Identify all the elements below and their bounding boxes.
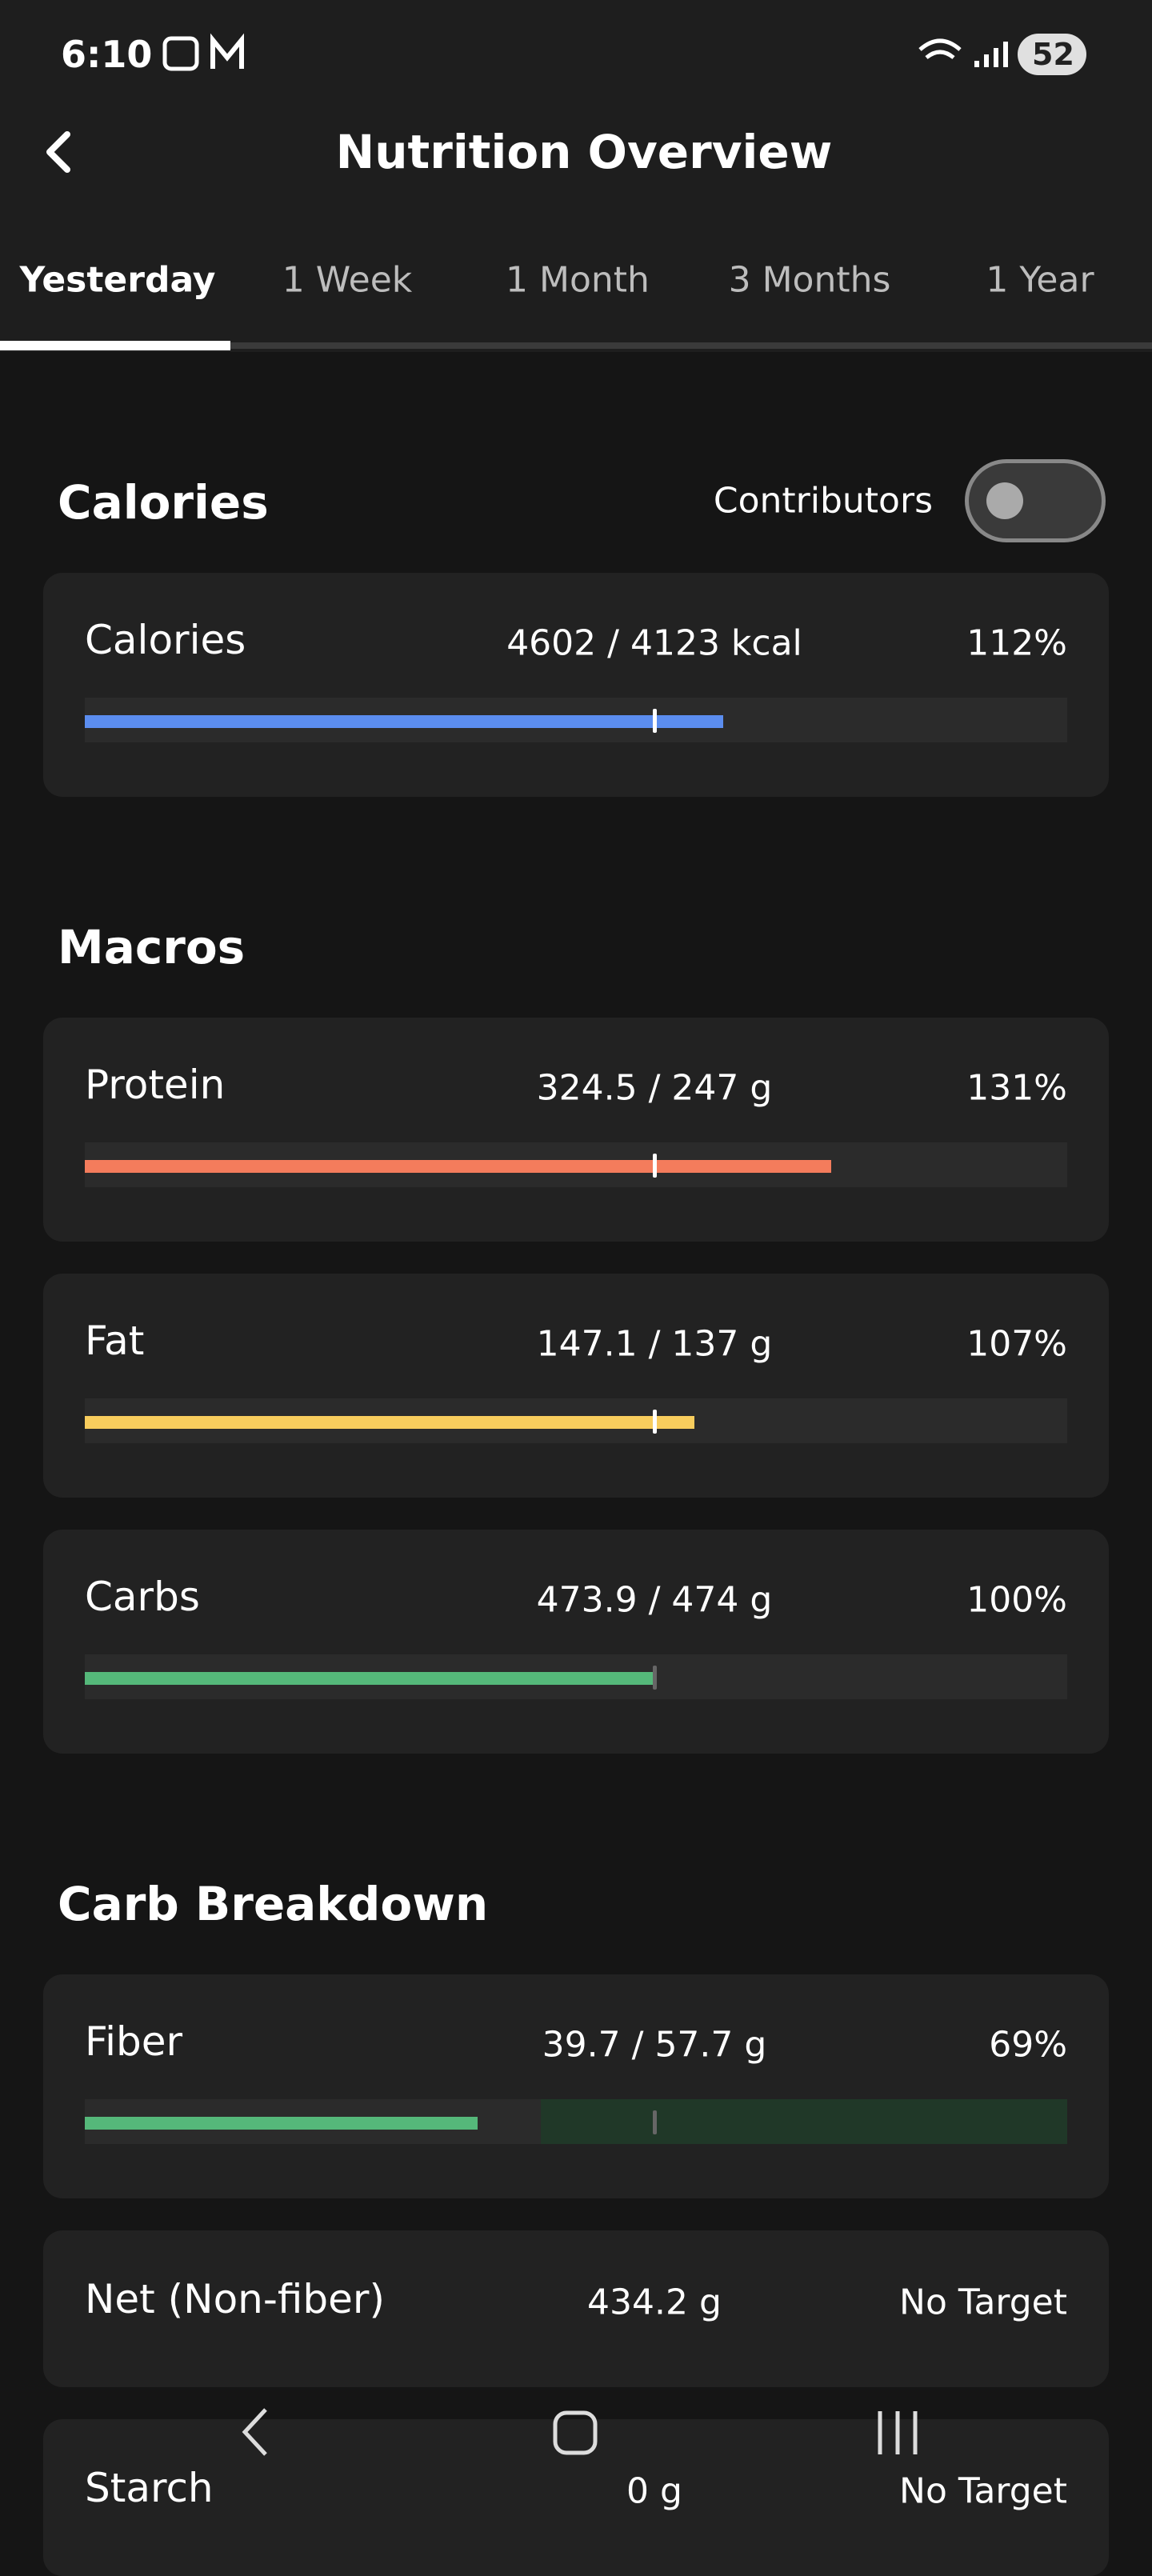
tab[interactable]: 1 Week — [282, 259, 413, 301]
target-marker — [653, 2110, 658, 2134]
nutrient-amount: 324.5 / 247 g — [536, 1067, 773, 1109]
tab[interactable]: 1 Month — [506, 259, 650, 301]
nutrient-card: Fat 147.1 / 137 g 107% — [43, 1274, 1109, 1498]
toggle[interactable] — [965, 459, 1106, 542]
toggle-label: Contributors — [713, 480, 933, 522]
tab-track — [0, 342, 1152, 349]
nutrient-name: Net (Non-fiber) — [85, 2276, 385, 2322]
nutrient-amount: 147.1 / 137 g — [536, 1323, 773, 1365]
back-button[interactable] — [46, 131, 70, 173]
wifi — [918, 38, 962, 60]
target-marker — [653, 1666, 658, 1690]
nutrient-name: Calories — [85, 617, 246, 663]
nav-recent[interactable] — [878, 2411, 918, 2454]
tab[interactable]: 1 Year — [986, 259, 1094, 301]
nutrient-card: Calories 4602 / 4123 kcal 112% — [43, 573, 1109, 797]
nutrient-card: Fiber 39.7 / 57.7 g 69% — [43, 1974, 1109, 2198]
bar-fill — [85, 1416, 695, 1429]
nutrient-card: Protein 324.5 / 247 g 131% — [43, 1018, 1109, 1242]
battery-level: 52 — [1032, 37, 1074, 72]
section-title: Carb Breakdown — [58, 1877, 489, 1931]
nutrient-name: Carbs — [85, 1574, 200, 1620]
tab-indicator — [0, 341, 230, 350]
target-marker — [653, 1410, 658, 1434]
nutrient-name: Protein — [85, 1062, 226, 1108]
icon — [210, 33, 244, 69]
nutrient-amount: 434.2 g — [587, 2282, 722, 2323]
icon — [162, 36, 199, 71]
target-marker — [653, 709, 658, 733]
nutrient-amount: 4602 / 4123 kcal — [506, 622, 802, 664]
nutrient-percent: 131% — [966, 1067, 1067, 1109]
nutrient-amount: 473.9 / 474 g — [536, 1579, 773, 1621]
nutrient-name: Fiber — [85, 2018, 183, 2065]
clock: 6:10 — [61, 33, 153, 76]
nutrient-name: Fat — [85, 1318, 145, 1364]
nutrient-amount: 39.7 / 57.7 g — [542, 2024, 767, 2066]
nutrient-card: Carbs 473.9 / 474 g 100% — [43, 1530, 1109, 1754]
signal — [974, 42, 1008, 67]
bar-fill — [85, 2117, 478, 2130]
section-title: Calories — [58, 475, 269, 530]
nutrient-percent: 112% — [966, 622, 1067, 664]
nutrient-percent: 100% — [966, 1579, 1067, 1621]
nutrient-card: Net (Non-fiber) 434.2 g No Target — [43, 2230, 1109, 2387]
bar-fill — [85, 1672, 655, 1685]
bar-fill — [85, 715, 723, 728]
bar-fill — [85, 1160, 832, 1173]
nav-home[interactable] — [553, 2410, 598, 2455]
status-icons — [0, 33, 1152, 350]
tab[interactable]: 3 Months — [728, 259, 891, 301]
toggle-knob — [986, 482, 1023, 519]
nav-bar — [242, 2408, 918, 2456]
nav-back[interactable] — [242, 2408, 267, 2456]
tab[interactable]: Yesterday — [19, 259, 216, 301]
target-zone — [541, 2099, 1067, 2144]
battery — [1018, 34, 1086, 75]
top-bar — [0, 0, 1152, 352]
page-title: Nutrition Overview — [335, 125, 833, 179]
target-marker — [653, 1154, 658, 1178]
section-title: Macros — [58, 920, 246, 974]
target-status: No Target — [899, 2282, 1067, 2323]
nutrient-percent: 69% — [989, 2024, 1067, 2066]
nutrient-percent: 107% — [966, 1323, 1067, 1365]
